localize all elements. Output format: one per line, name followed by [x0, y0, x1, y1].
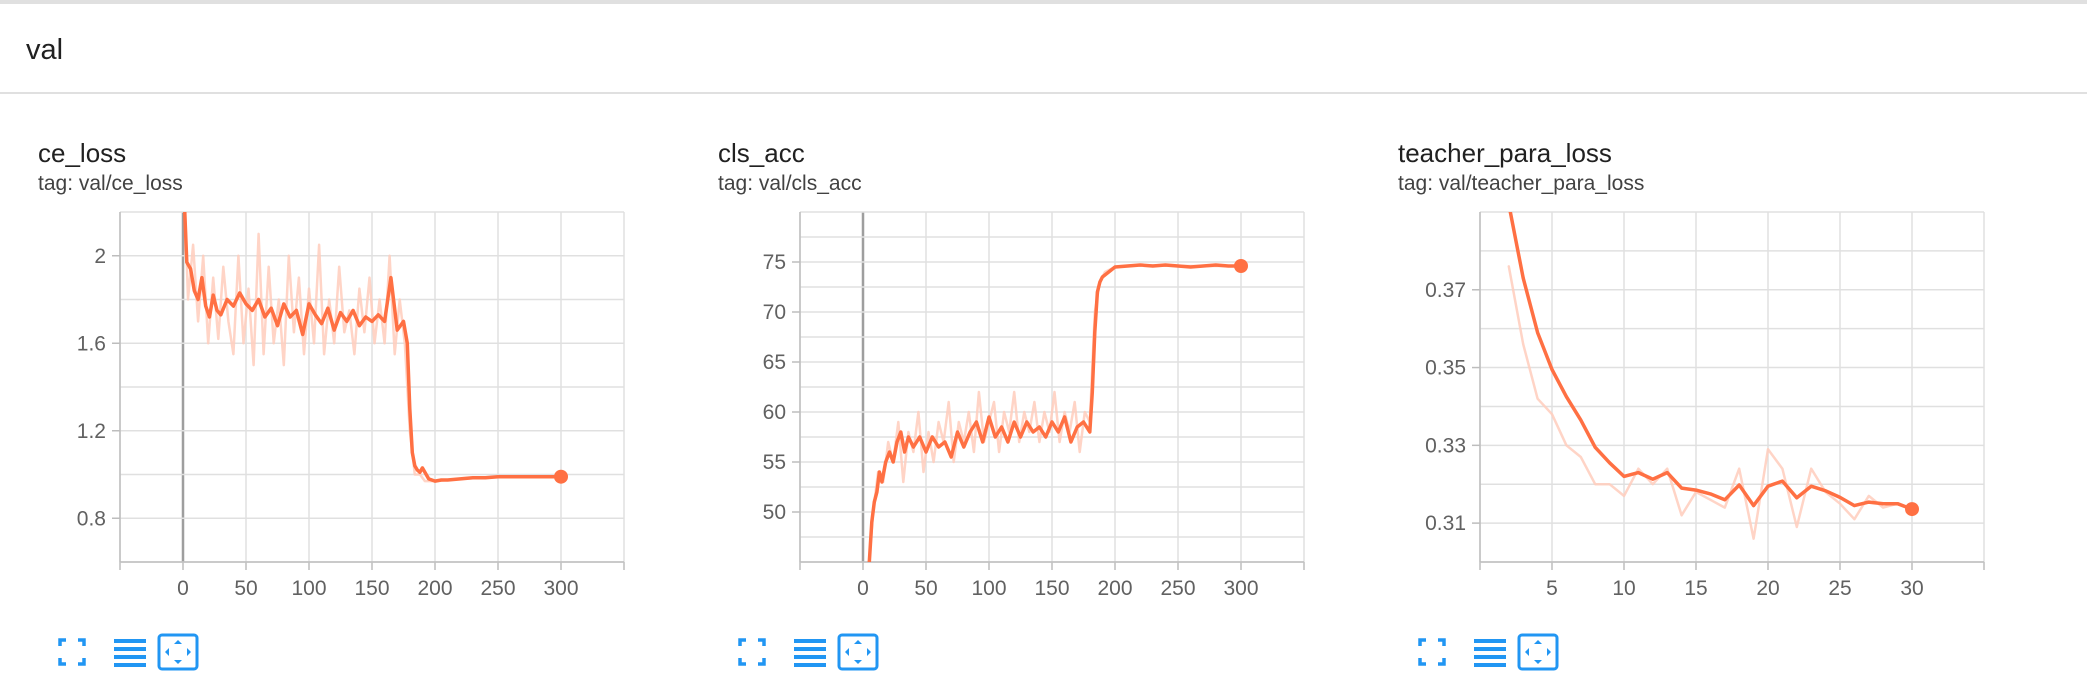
x-tick-label: 15 [1684, 577, 1707, 600]
y-tick-label: 70 [763, 301, 786, 324]
chart-tag: tag: val/teacher_para_loss [1398, 172, 1645, 195]
x-tick-label: 10 [1612, 577, 1635, 600]
x-tick-label: 50 [914, 577, 937, 600]
series-group [1507, 212, 1914, 540]
expand-chart-button[interactable] [836, 632, 880, 672]
toggle-log-button[interactable] [108, 632, 152, 672]
chart-card-cls-acc: cls_acc tag: val/cls_acc 0 50 100 150 200 250… [708, 130, 1328, 690]
y-tick-label: 0.8 [77, 507, 106, 530]
fit-domain-button[interactable] [1412, 632, 1456, 672]
group-header[interactable]: val [0, 4, 2087, 94]
smoothed-series-line [183, 212, 563, 483]
x-tick-label: 300 [543, 577, 578, 600]
line-chart-teacher-para-loss[interactable]: 5 10 15 20 25 30 0.31 0.33 0.35 0.37 [1388, 210, 1988, 610]
y-tick-label: 0.31 [1425, 512, 1466, 535]
series-endpoint-marker [554, 469, 568, 484]
toggle-log-button[interactable] [788, 632, 832, 672]
y-tick-label: 0.37 [1425, 279, 1466, 302]
series-endpoint-marker [1234, 259, 1248, 273]
y-tick-label: 55 [763, 451, 786, 474]
x-tick-label: 0 [857, 577, 869, 600]
x-tick-label: 100 [291, 577, 326, 600]
x-tick-label: 200 [1097, 577, 1132, 600]
group-title: val [26, 34, 64, 66]
fit-domain-button[interactable] [52, 632, 96, 672]
fit-domain-icon [58, 638, 86, 666]
chart-title: ce_loss [38, 138, 127, 168]
toggle-log-button[interactable] [1468, 632, 1512, 672]
smoothed-series-line [1508, 212, 1914, 511]
line-chart-ce-loss[interactable]: 0 50 100 150 200 250 300 0.8 1.2 1.6 2 [28, 210, 628, 610]
fit-domain-button[interactable] [732, 632, 776, 672]
y-tick-label: 65 [763, 351, 786, 374]
expand-chart-icon [837, 633, 879, 671]
x-tick-label: 300 [1223, 577, 1258, 600]
y-tick-label: 0.35 [1425, 357, 1466, 380]
y-tick-label: 2 [94, 245, 106, 268]
y-tick-label: 60 [763, 401, 786, 424]
smoothed-series-line [867, 263, 1243, 562]
chart-card-teacher-para-loss: teacher_para_loss tag: val/teacher_para_… [1388, 130, 2008, 690]
x-tick-label: 50 [234, 577, 257, 600]
chart-title: teacher_para_loss [1398, 138, 1612, 168]
x-tick-label: 250 [1160, 577, 1195, 600]
toggle-log-icon [794, 639, 826, 667]
fit-domain-icon [738, 638, 766, 666]
toggle-log-icon [1474, 639, 1506, 667]
chart-tag: tag: val/cls_acc [718, 172, 862, 195]
line-chart-cls-acc[interactable]: 0 50 100 150 200 250 300 50 55 60 65 70 75 [708, 210, 1308, 610]
series-group [183, 212, 563, 483]
toggle-log-icon [114, 639, 146, 667]
x-tick-label: 30 [1900, 577, 1923, 600]
y-tick-label: 50 [763, 501, 786, 524]
top-divider [0, 0, 2087, 4]
chart-tag: tag: val/ce_loss [38, 172, 183, 195]
raw-series-line [1507, 265, 1914, 540]
x-tick-label: 200 [417, 577, 452, 600]
x-tick-label: 250 [480, 577, 515, 600]
x-tick-label: 0 [177, 577, 189, 600]
fit-domain-icon [1418, 638, 1446, 666]
chart-card-ce-loss: ce_loss tag: val/ce_loss 0 50 100 150 200 250… [28, 130, 648, 690]
x-tick-label: 5 [1546, 577, 1558, 600]
grid [792, 211, 1305, 570]
y-tick-label: 0.33 [1425, 434, 1466, 457]
expand-chart-button[interactable] [156, 632, 200, 672]
x-tick-label: 150 [1034, 577, 1069, 600]
raw-series-line [868, 263, 1243, 562]
x-tick-label: 150 [354, 577, 389, 600]
y-tick-label: 75 [763, 251, 786, 274]
grid [1472, 211, 1985, 570]
expand-chart-icon [1517, 633, 1559, 671]
x-tick-label: 20 [1756, 577, 1779, 600]
y-tick-label: 1.2 [77, 420, 106, 443]
expand-chart-icon [157, 633, 199, 671]
series-group [867, 263, 1243, 562]
expand-chart-button[interactable] [1516, 632, 1560, 672]
y-tick-label: 1.6 [77, 332, 106, 355]
series-endpoint-marker [1905, 502, 1919, 517]
chart-title: cls_acc [718, 138, 805, 168]
x-tick-label: 25 [1828, 577, 1851, 600]
x-tick-label: 100 [971, 577, 1006, 600]
